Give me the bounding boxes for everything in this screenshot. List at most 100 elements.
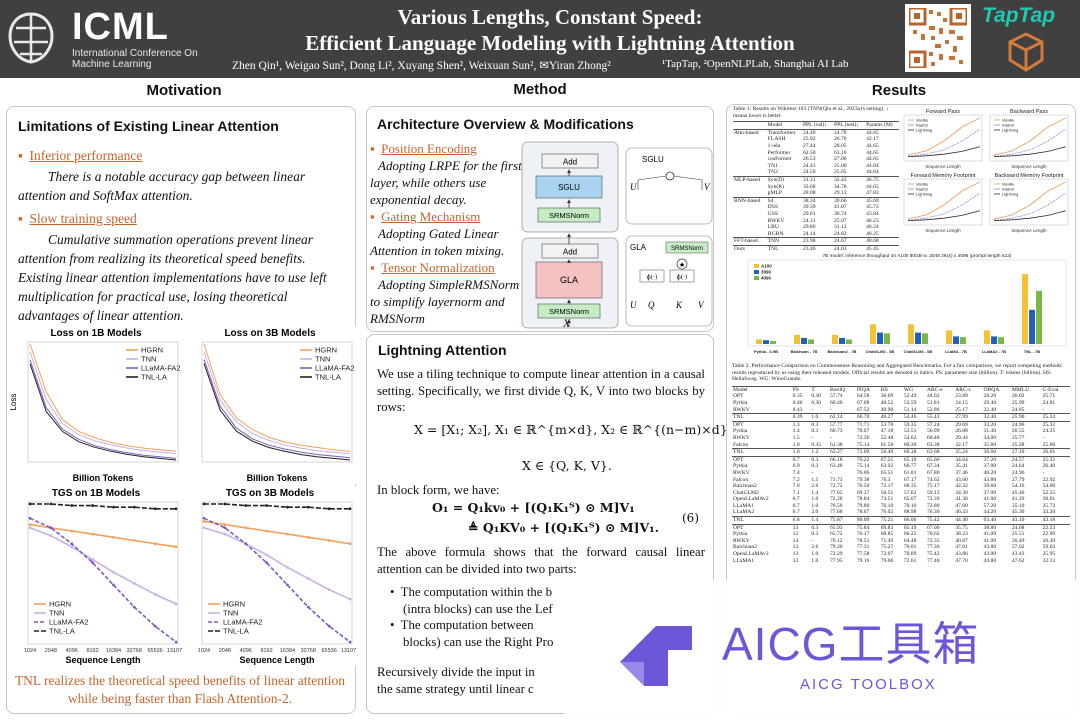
speed-legend-label: Lightning — [1002, 128, 1018, 133]
table-cell: 66.22 — [903, 531, 917, 538]
bar — [984, 330, 990, 344]
table-cell: 70.12 — [830, 537, 843, 544]
table-cell: 70.67 — [856, 428, 870, 435]
bullet-icon: ▪ — [18, 148, 23, 163]
speed-curve — [993, 181, 1067, 220]
table-cell — [733, 184, 767, 191]
table-cell: 25.07 — [833, 217, 847, 224]
table-cell: 26.55 — [1011, 428, 1025, 435]
table-cell: 68.98 — [903, 509, 917, 516]
table-row: OPT 1.3 0.3 57.77 71.71 53.70 59.35 57.24 29.69 3… — [732, 420, 1070, 429]
data-point — [112, 583, 115, 587]
table-cell: 24.81 — [1042, 399, 1056, 406]
motivation-heading: Limitations of Existing Linear Attention — [18, 118, 279, 134]
table-cell: 1.3 — [791, 420, 811, 429]
table-cell: 34.78 — [833, 183, 847, 190]
table-cell — [733, 121, 767, 130]
table-row: FFT-based TNN 23.98 24.67 48.68 — [733, 237, 899, 246]
mod-3: ▪ Tensor Normalization — [370, 259, 528, 276]
lightning-paragraph-3: The above formula shows that the forward… — [377, 545, 705, 576]
table-cell: 28.05 — [833, 142, 847, 149]
table-cell: 35.10 — [1011, 502, 1025, 509]
data-point — [112, 570, 115, 574]
table-row: RWKV 0.43 - - 67.52 40.90 51.14 52.86 25.17 32.40… — [732, 407, 1070, 414]
table-cell: MLP-based — [733, 175, 767, 184]
legend-label: TNN — [49, 609, 64, 618]
table-cell: 76.50 — [830, 502, 843, 509]
table-cell: TNL — [732, 448, 792, 457]
table-row: Attn-based Transformer 24.40 24.78 44.65 — [733, 128, 899, 137]
legend-label: TNL-LA — [315, 373, 341, 382]
table-cell: 70.01 — [903, 544, 917, 551]
table-cell: MMLU — [1010, 385, 1042, 394]
table-cell: 23.98 — [801, 237, 833, 246]
table-cell — [733, 224, 767, 231]
table-cell: 27.79 — [1011, 476, 1025, 483]
table-cell: TNL — [732, 413, 792, 422]
table-cell — [733, 136, 767, 143]
section-results: Results — [871, 82, 927, 99]
table-cell: 43.10 — [1010, 516, 1042, 525]
speed-curve — [907, 192, 981, 221]
table-cell: Syn(R) — [767, 183, 784, 190]
table-cell: HGRN — [767, 230, 784, 237]
speed-curve — [993, 192, 1067, 221]
data-point — [153, 507, 157, 511]
table-cell: 25.00 — [833, 162, 847, 169]
table-row: LRU 29.86 31.12 46.24 — [733, 224, 899, 231]
table-cell: 61.01 — [903, 469, 917, 476]
table-cell: 2.6 — [811, 483, 819, 490]
data-point — [49, 534, 53, 538]
data-point — [174, 507, 178, 511]
table-cell: 1.4 — [792, 428, 800, 435]
table-row: LLaMA1 6.7 1.0 76.50 79.80 76.10 70.10 72.80 47.… — [732, 503, 1070, 510]
data-point — [70, 542, 74, 546]
table-cell: 7.1 — [792, 489, 800, 496]
lt-p4-line1: Recursively divide the input in — [377, 665, 535, 679]
table-cell: 59.63 — [1042, 544, 1056, 551]
plot-area — [27, 501, 179, 645]
point-2-title: Slow training speed — [29, 211, 137, 226]
sglu-detail-label: SGLU — [642, 155, 664, 164]
table-cell: - — [1042, 469, 1045, 476]
section-method: Method — [513, 81, 567, 98]
table-row: LLaMA1 13 1.0 77.95 79.16 79.06 72.61 77.40 47.7… — [732, 558, 1070, 565]
gla-srmsnorm-label: SRMSNorm — [671, 246, 703, 252]
speed-legend-label: Vanilla — [1002, 182, 1014, 187]
table-cell: 7.2 — [792, 476, 800, 483]
legend-label: TNL-LA — [141, 373, 167, 382]
table-cell: 0.39 — [791, 413, 811, 422]
table-cell: 76.22 — [855, 455, 880, 464]
bar — [756, 339, 762, 344]
table-cell: BoolQ — [829, 385, 856, 394]
table-cell: cosFormer — [767, 156, 792, 163]
table-cell: 72.35 — [926, 537, 940, 544]
table-cell: 34.64 — [954, 455, 983, 464]
table-cell: 26.70 — [833, 136, 847, 143]
series-line-tnl-la — [203, 363, 351, 461]
table-cell: 73.73 — [830, 476, 843, 483]
qr-code[interactable] — [905, 4, 971, 72]
table-cell: 25.71 — [1042, 393, 1056, 400]
legend-label: TNN — [315, 355, 330, 364]
table-cell: 77.40 — [926, 557, 940, 564]
legend-label: HGRN — [315, 346, 337, 355]
data-point — [244, 526, 248, 530]
table-cell: 66.06 — [902, 516, 926, 525]
table-cell: 57.77 — [829, 420, 856, 429]
table-cell: TNN — [766, 237, 802, 246]
table-cell: 65.66 — [925, 455, 955, 464]
x-tick-label: 1024 — [24, 648, 36, 654]
table-cell: 71.71 — [855, 420, 880, 429]
table-cell: 44.65 — [866, 149, 879, 156]
table-cell: 25.72 — [1042, 502, 1056, 509]
table-2: Table 2. Performance Comparison on Commo… — [732, 363, 1070, 564]
data-point — [91, 561, 94, 565]
table-cell: 41.30 — [955, 496, 968, 503]
bar-category-label: LLaMA2 - 7B — [982, 349, 1006, 354]
table-cell: 44.65 — [866, 156, 879, 163]
lightning-paragraph-4: Recursively divide the input in the same… — [377, 664, 577, 697]
sponsor-logo: TapTap — [982, 4, 1056, 27]
table-cell: 65.67 — [903, 496, 917, 503]
